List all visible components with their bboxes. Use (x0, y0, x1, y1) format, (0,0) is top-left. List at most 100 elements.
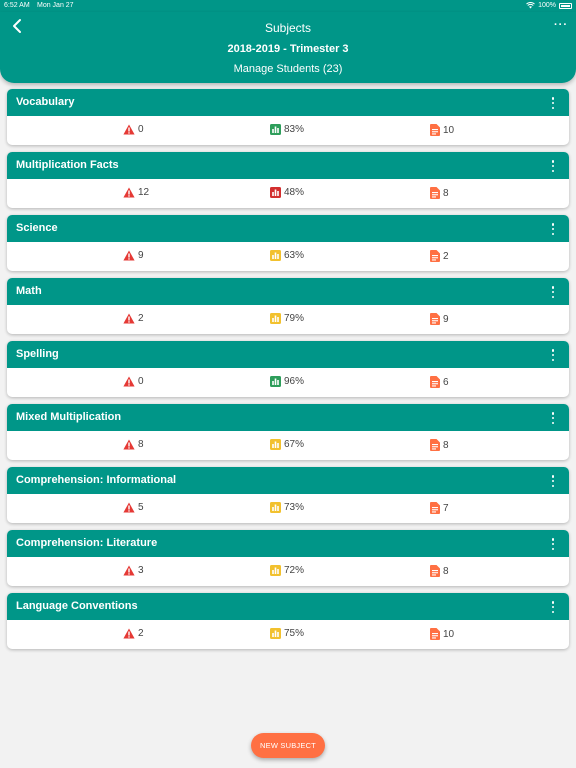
subject-card-header[interactable]: Multiplication Facts (7, 152, 569, 179)
documents-stat[interactable]: 8 (430, 439, 449, 451)
documents-count: 10 (443, 124, 455, 136)
score-stat[interactable]: 75% (270, 628, 304, 639)
card-menu-icon[interactable] (551, 97, 555, 109)
new-subject-button[interactable]: NEW SUBJECT (251, 733, 325, 758)
subject-card[interactable]: Multiplication Facts 12 48% 8 (7, 152, 569, 208)
alerts-count: 3 (138, 565, 144, 576)
document-icon (430, 628, 440, 640)
score-stat[interactable]: 63% (270, 250, 304, 261)
card-menu-icon[interactable] (551, 160, 555, 172)
bar-chart-icon (270, 250, 281, 261)
subject-card-header[interactable]: Comprehension: Informational (7, 467, 569, 494)
score-stat[interactable]: 79% (270, 313, 304, 324)
document-icon (430, 502, 440, 514)
documents-stat[interactable]: 8 (430, 187, 449, 199)
subject-card[interactable]: Vocabulary 0 83% 10 (7, 89, 569, 145)
document-icon (430, 313, 440, 325)
subject-card-header[interactable]: Science (7, 215, 569, 242)
card-menu-icon[interactable] (551, 601, 555, 613)
score-stat[interactable]: 73% (270, 502, 304, 513)
alerts-count: 2 (138, 628, 144, 639)
alerts-stat[interactable]: 8 (123, 439, 144, 450)
subject-card-stats: 2 75% 10 (7, 620, 569, 649)
alerts-count: 12 (138, 187, 150, 198)
subject-card[interactable]: Language Conventions 2 75% 10 (7, 593, 569, 649)
subject-card-header[interactable]: Comprehension: Literature (7, 530, 569, 557)
alerts-stat[interactable]: 2 (123, 313, 144, 324)
subject-card-header[interactable]: Math (7, 278, 569, 305)
subject-card-header[interactable]: Language Conventions (7, 593, 569, 620)
bar-chart-icon (270, 124, 281, 135)
score-value: 73% (284, 502, 305, 513)
documents-stat[interactable]: 6 (430, 376, 449, 388)
documents-stat[interactable]: 2 (430, 250, 449, 262)
subject-name: Language Conventions (16, 600, 138, 612)
document-icon (430, 376, 440, 388)
score-value: 96% (284, 376, 305, 387)
warning-triangle-icon (123, 439, 135, 450)
more-options-icon[interactable]: ··· (554, 19, 568, 31)
document-icon (430, 187, 440, 199)
subject-card-stats: 5 73% 7 (7, 494, 569, 523)
warning-triangle-icon (123, 565, 135, 576)
bar-chart-icon (270, 376, 281, 387)
alerts-stat[interactable]: 2 (123, 628, 144, 639)
warning-triangle-icon (123, 124, 135, 135)
bar-chart-icon (270, 187, 281, 198)
bar-chart-icon (270, 628, 281, 639)
score-value: 79% (284, 313, 305, 324)
subject-card-header[interactable]: Mixed Multiplication (7, 404, 569, 431)
subject-card[interactable]: Comprehension: Literature 3 72% 8 (7, 530, 569, 586)
score-stat[interactable]: 83% (270, 124, 304, 135)
subject-card[interactable]: Comprehension: Informational 5 73% 7 (7, 467, 569, 523)
subject-name: Mixed Multiplication (16, 411, 122, 423)
alerts-count: 0 (138, 124, 144, 135)
term-label: 2018-2019 - Trimester 3 (227, 43, 349, 55)
card-menu-icon[interactable] (551, 475, 555, 487)
document-icon (430, 250, 440, 262)
subject-name: Multiplication Facts (16, 159, 119, 171)
score-value: 48% (284, 187, 305, 198)
card-menu-icon[interactable] (551, 538, 555, 550)
score-stat[interactable]: 48% (270, 187, 304, 198)
documents-stat[interactable]: 7 (430, 502, 449, 514)
score-value: 72% (284, 565, 305, 576)
subject-card-header[interactable]: Vocabulary (7, 89, 569, 116)
status-date: Mon Jan 27 (37, 2, 74, 9)
card-menu-icon[interactable] (551, 412, 555, 424)
subject-card[interactable]: Science 9 63% 2 (7, 215, 569, 271)
subject-card-stats: 2 79% 9 (7, 305, 569, 334)
alerts-stat[interactable]: 12 (123, 187, 149, 198)
warning-triangle-icon (123, 376, 135, 387)
documents-count: 8 (443, 565, 449, 577)
score-value: 67% (284, 439, 305, 450)
subject-card[interactable]: Spelling 0 96% 6 (7, 341, 569, 397)
card-menu-icon[interactable] (551, 286, 555, 298)
documents-count: 2 (443, 250, 449, 262)
alerts-stat[interactable]: 9 (123, 250, 144, 261)
alerts-stat[interactable]: 0 (123, 124, 144, 135)
documents-stat[interactable]: 8 (430, 565, 449, 577)
subject-card-stats: 9 63% 2 (7, 242, 569, 271)
subject-card-stats: 8 67% 8 (7, 431, 569, 460)
documents-stat[interactable]: 10 (430, 124, 454, 136)
wifi-icon (526, 2, 535, 9)
subject-card[interactable]: Mixed Multiplication 8 67% 8 (7, 404, 569, 460)
score-stat[interactable]: 96% (270, 376, 304, 387)
status-right: 100% (526, 2, 572, 9)
alerts-stat[interactable]: 5 (123, 502, 144, 513)
subject-card-header[interactable]: Spelling (7, 341, 569, 368)
alerts-stat[interactable]: 3 (123, 565, 144, 576)
documents-count: 10 (443, 628, 455, 640)
score-stat[interactable]: 67% (270, 439, 304, 450)
subject-name: Comprehension: Literature (16, 537, 158, 549)
documents-stat[interactable]: 10 (430, 628, 454, 640)
manage-students-link[interactable]: Manage Students (23) (233, 63, 343, 75)
card-menu-icon[interactable] (551, 349, 555, 361)
card-menu-icon[interactable] (551, 223, 555, 235)
back-arrow-icon[interactable] (10, 18, 26, 34)
documents-stat[interactable]: 9 (430, 313, 449, 325)
subject-card[interactable]: Math 2 79% 9 (7, 278, 569, 334)
alerts-stat[interactable]: 0 (123, 376, 144, 387)
score-stat[interactable]: 72% (270, 565, 304, 576)
